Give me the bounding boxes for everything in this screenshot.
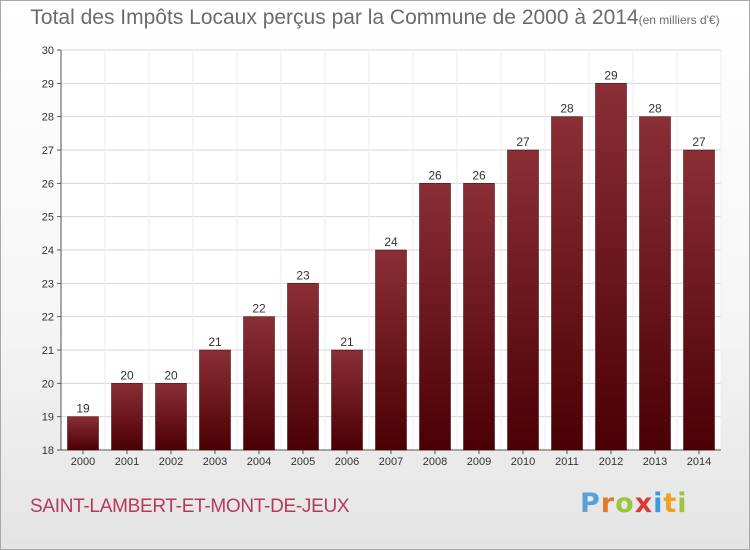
bar-value-label: 21: [208, 335, 222, 349]
x-tick-label: 2005: [291, 456, 315, 468]
bar: [463, 183, 495, 451]
x-tick-label: 2009: [467, 456, 491, 468]
y-tick-label: 25: [42, 212, 54, 224]
y-tick-label: 19: [42, 412, 54, 424]
bar-value-label: 26: [428, 168, 442, 182]
y-tick-label: 29: [42, 78, 54, 90]
y-tick-label: 24: [42, 245, 54, 257]
y-tick-label: 21: [42, 345, 54, 357]
y-tick-label: 26: [42, 178, 54, 190]
bar: [111, 383, 143, 451]
bar-value-label: 28: [648, 102, 662, 116]
bar-value-label: 27: [516, 135, 530, 149]
y-tick-label: 18: [42, 445, 54, 457]
bar-value-label: 20: [164, 368, 178, 382]
chart-title-text: Total des Impôts Locaux perçus par la Co…: [30, 6, 639, 29]
bar: [331, 349, 363, 451]
bar-value-label: 21: [340, 335, 354, 349]
x-tick-label: 2010: [511, 456, 535, 468]
bar-value-label: 28: [560, 102, 574, 116]
bar: [507, 149, 539, 451]
x-tick-label: 2004: [247, 456, 271, 468]
y-tick-label: 22: [42, 312, 54, 324]
proxiti-logo[interactable]: Proxiti: [580, 488, 688, 519]
bar-value-label: 22: [252, 302, 266, 316]
bar: [199, 349, 231, 451]
x-tick-label: 2011: [555, 456, 579, 468]
x-tick-label: 2008: [423, 456, 447, 468]
bar-value-label: 23: [296, 268, 310, 282]
bar-value-label: 26: [472, 168, 486, 182]
y-tick-label: 27: [42, 145, 54, 157]
bar: [683, 149, 715, 451]
y-tick-label: 23: [42, 278, 54, 290]
y-tick-label: 28: [42, 112, 54, 124]
x-tick-label: 2002: [159, 456, 183, 468]
chart-unit-note: (en milliers d'€): [638, 13, 720, 27]
commune-name: SAINT-LAMBERT-ET-MONT-DE-JEUX: [30, 496, 350, 517]
bar: [595, 83, 627, 451]
bar-value-label: 24: [384, 235, 398, 249]
x-tick-label: 2012: [599, 456, 623, 468]
x-tick-label: 2013: [643, 456, 667, 468]
bar-value-label: 27: [692, 135, 706, 149]
x-tick-label: 2003: [203, 456, 227, 468]
x-tick-label: 2014: [687, 456, 711, 468]
bar: [375, 249, 407, 451]
y-tick-label: 30: [42, 45, 54, 57]
bar: [155, 383, 187, 451]
bar: [639, 116, 671, 451]
bar: [551, 116, 583, 451]
bar: [67, 416, 99, 451]
x-tick-label: 2007: [379, 456, 403, 468]
bar-value-label: 19: [76, 402, 90, 416]
bar: [287, 283, 319, 451]
x-tick-label: 2001: [115, 456, 139, 468]
x-tick-label: 2006: [335, 456, 359, 468]
y-tick-label: 20: [42, 378, 54, 390]
bar: [243, 316, 275, 451]
chart-title: Total des Impôts Locaux perçus par la Co…: [0, 6, 750, 30]
bar-value-label: 20: [120, 368, 134, 382]
x-tick-label: 2000: [71, 456, 95, 468]
bar-value-label: 29: [604, 68, 618, 82]
bar: [419, 183, 451, 451]
